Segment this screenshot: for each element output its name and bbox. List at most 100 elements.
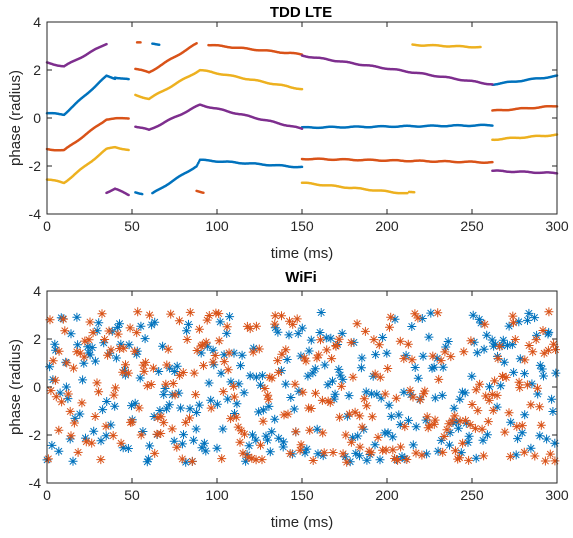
data-point [191,424,201,434]
chart-title: TDD LTE [270,4,332,21]
data-point [318,451,328,461]
data-point [514,377,524,387]
data-point [89,426,99,436]
data-point [248,430,257,440]
data-point [219,350,229,360]
data-point [169,436,179,446]
data-point [390,314,400,324]
data-point [528,347,538,357]
series-2 [45,42,559,195]
data-point [45,362,55,372]
data-point [229,392,239,402]
data-point [334,364,344,374]
data-point [524,308,534,318]
data-point [121,360,130,370]
data-point [215,317,225,327]
data-point [500,427,510,437]
data-point [177,454,187,464]
data-marks [42,307,561,467]
data-point [69,418,79,428]
data-point [315,328,325,337]
data-point [328,448,338,457]
data-point [127,117,130,120]
data-point [54,425,64,435]
data-point [360,326,370,336]
data-point [240,429,249,439]
data-point [194,400,204,410]
data-point [334,334,344,344]
data-point [318,428,328,438]
data-point [88,328,98,338]
data-point [545,449,555,459]
data-point [471,385,481,395]
data-point [61,382,71,392]
data-point [380,389,390,399]
data-point [530,451,540,461]
data-point [79,352,89,362]
data-point [279,437,289,447]
data-point [138,427,148,436]
data-point [382,348,392,358]
data-point [487,390,497,399]
data-point [136,430,146,440]
tdd-lte-chart: TDD LTE 0 50 100 150 200 250 300 -4 -2 0 2 4 time (… [7,4,569,262]
data-point [519,447,529,457]
series-3 [45,43,559,195]
data-point [355,451,364,461]
data-point [547,394,557,404]
data-point [471,453,481,463]
data-point [66,329,76,339]
data-point [314,350,324,360]
data-point [544,327,554,337]
data-point [367,389,377,399]
data-point [111,353,121,363]
data-point [383,364,393,373]
data-point [366,448,376,458]
data-point [206,395,216,405]
data-point [395,336,405,346]
data-point [520,355,530,365]
data-point [182,335,192,344]
data-point [66,431,76,441]
data-point [267,427,277,437]
data-point [166,309,176,319]
data-point [177,439,187,449]
x-tick-label: 100 [205,487,229,503]
data-point [408,440,418,450]
x-tick-label: 250 [460,487,484,503]
data-point [302,444,312,454]
data-point [300,87,304,91]
data-point [322,345,332,355]
y-tick-label: -4 [29,475,42,491]
data-point [170,390,180,400]
series-4 [45,42,559,197]
data-point [344,409,354,419]
data-point [216,368,226,378]
data-point [222,322,232,332]
data-point [243,452,253,462]
data-point [544,307,554,317]
data-point [103,350,113,360]
x-tick-label: 0 [43,218,51,234]
data-point [109,390,119,400]
data-point [457,387,467,397]
data-point [455,453,464,463]
data-point [256,380,265,390]
data-point [218,387,228,397]
data-point [300,448,310,458]
data-point [157,43,161,47]
data-point [424,332,434,342]
data-point [399,387,409,397]
data-point [97,309,107,319]
data-point [338,374,348,384]
data-point [184,319,193,329]
data-point [503,340,512,350]
data-point [265,447,275,457]
data-point [467,371,477,381]
data-point [90,356,100,366]
data-point [479,45,482,49]
data-point [330,389,340,399]
data-point [47,440,57,450]
data-point [362,401,372,411]
data-point [469,337,479,347]
